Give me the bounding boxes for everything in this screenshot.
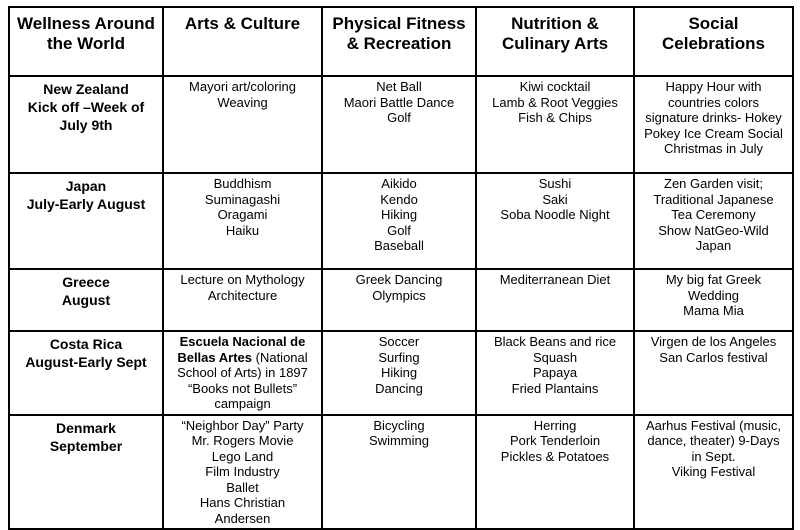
table-row-new-zealand: New Zealand Kick off –Week of July 9th M… (8, 75, 794, 174)
wellness-table: Wellness Around the World Arts & Culture… (8, 6, 794, 530)
cell-greece-social: My big fat Greek Wedding Mama Mia (633, 268, 794, 332)
header-row: Wellness Around the World Arts & Culture… (8, 6, 794, 77)
row-label-japan: Japan July-Early August (8, 172, 164, 270)
row-label-greece: Greece August (8, 268, 164, 332)
cell-japan-fitness: Aikido Kendo Hiking Golf Baseball (321, 172, 477, 270)
table-title: Wellness Around the World (8, 6, 164, 77)
cell-japan-social: Zen Garden visit; Traditional Japanese T… (633, 172, 794, 270)
cell-japan-nutrition: Sushi Saki Soba Noodle Night (475, 172, 635, 270)
table-row-costa-rica: Costa Rica August-Early Sept Escuela Nac… (8, 330, 794, 416)
cell-denmark-fitness: Bicycling Swimming (321, 413, 477, 530)
cell-new-zealand-nutrition: Kiwi cocktail Lamb & Root Veggies Fish &… (475, 75, 635, 174)
table-row-greece: Greece August Lecture on Mythology Archi… (8, 268, 794, 332)
cell-denmark-arts: “Neighbor Day” Party Mr. Rogers Movie Le… (162, 413, 323, 530)
column-header-arts-culture: Arts & Culture (162, 6, 323, 77)
cell-costa-rica-arts-bold-text: Escuela Nacional de Bellas Artes (177, 334, 306, 365)
cell-new-zealand-social: Happy Hour with countries colors signatu… (633, 75, 794, 174)
cell-denmark-nutrition: Herring Pork Tenderloin Pickles & Potato… (475, 413, 635, 530)
cell-greece-fitness: Greek Dancing Olympics (321, 268, 477, 332)
column-header-physical-fitness: Physical Fitness & Recreation (321, 6, 477, 77)
cell-costa-rica-arts: Escuela Nacional de Bellas Artes (Nation… (162, 330, 323, 416)
table-row-japan: Japan July-Early August Buddhism Suminag… (8, 172, 794, 270)
cell-greece-arts: Lecture on Mythology Architecture (162, 268, 323, 332)
cell-new-zealand-arts: Mayori art/coloring Weaving (162, 75, 323, 174)
cell-japan-arts: Buddhism Suminagashi Oragami Haiku (162, 172, 323, 270)
cell-costa-rica-fitness: Soccer Surfing Hiking Dancing (321, 330, 477, 416)
cell-new-zealand-fitness: Net Ball Maori Battle Dance Golf (321, 75, 477, 174)
column-header-nutrition: Nutrition & Culinary Arts (475, 6, 635, 77)
cell-costa-rica-social: Virgen de los Angeles San Carlos festiva… (633, 330, 794, 416)
cell-costa-rica-arts-rest-text: (National School of Arts) in 1897 “Books… (177, 349, 308, 412)
row-label-denmark: Denmark September (8, 413, 164, 530)
cell-denmark-social: Aarhus Festival (music, dance, theater) … (633, 413, 794, 530)
table-row-denmark: Denmark September “Neighbor Day” Party M… (8, 413, 794, 530)
column-header-social-celebrations: Social Celebrations (633, 6, 794, 77)
cell-greece-nutrition: Mediterranean Diet (475, 268, 635, 332)
cell-costa-rica-nutrition: Black Beans and rice Squash Papaya Fried… (475, 330, 635, 416)
row-label-costa-rica: Costa Rica August-Early Sept (8, 330, 164, 416)
row-label-new-zealand: New Zealand Kick off –Week of July 9th (8, 75, 164, 174)
